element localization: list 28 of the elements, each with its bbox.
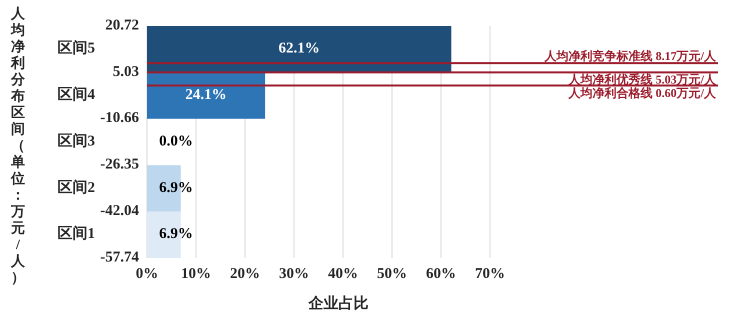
data-label: 62.1% [278,40,320,57]
y-tick-label: -26.35 [100,156,139,173]
category-label: 区间2 [58,180,95,196]
y-tick-label: 20.72 [105,17,139,34]
x-tick-label: 10% [181,266,211,282]
y-axis-title: 人均净利分布区间（单位：万元/人） [11,7,25,286]
y-tick-label: -10.66 [100,110,140,126]
category-label: 区间1 [58,226,95,242]
x-axis-title: 企业占比 [308,295,368,312]
data-label: 0.0% [159,133,193,150]
y-tick-label: -42.04 [100,203,140,220]
data-label: 24.1% [185,87,227,104]
x-tick-label: 20% [230,266,260,282]
x-tick-label: 60% [426,266,456,282]
ref-line-label: 人均净利竞争标准线 8.17万元/人 [544,49,717,64]
y-tick-label: 5.03 [112,64,139,80]
category-label: 区间3 [58,133,95,150]
x-tick-label: 30% [279,266,309,282]
x-tick-label: 40% [328,266,358,282]
x-tick-label: 50% [377,266,407,282]
data-label: 6.9% [159,180,193,196]
ref-line-label: 人均净利合格线 0.60万元/人 [568,86,717,100]
category-label: 区间5 [58,40,95,57]
x-tick-label: 70% [475,266,505,282]
x-tick-label: 0% [136,266,158,282]
category-label: 区间4 [58,87,95,104]
y-tick-label: -57.74 [100,249,140,266]
data-label: 6.9% [159,226,193,242]
